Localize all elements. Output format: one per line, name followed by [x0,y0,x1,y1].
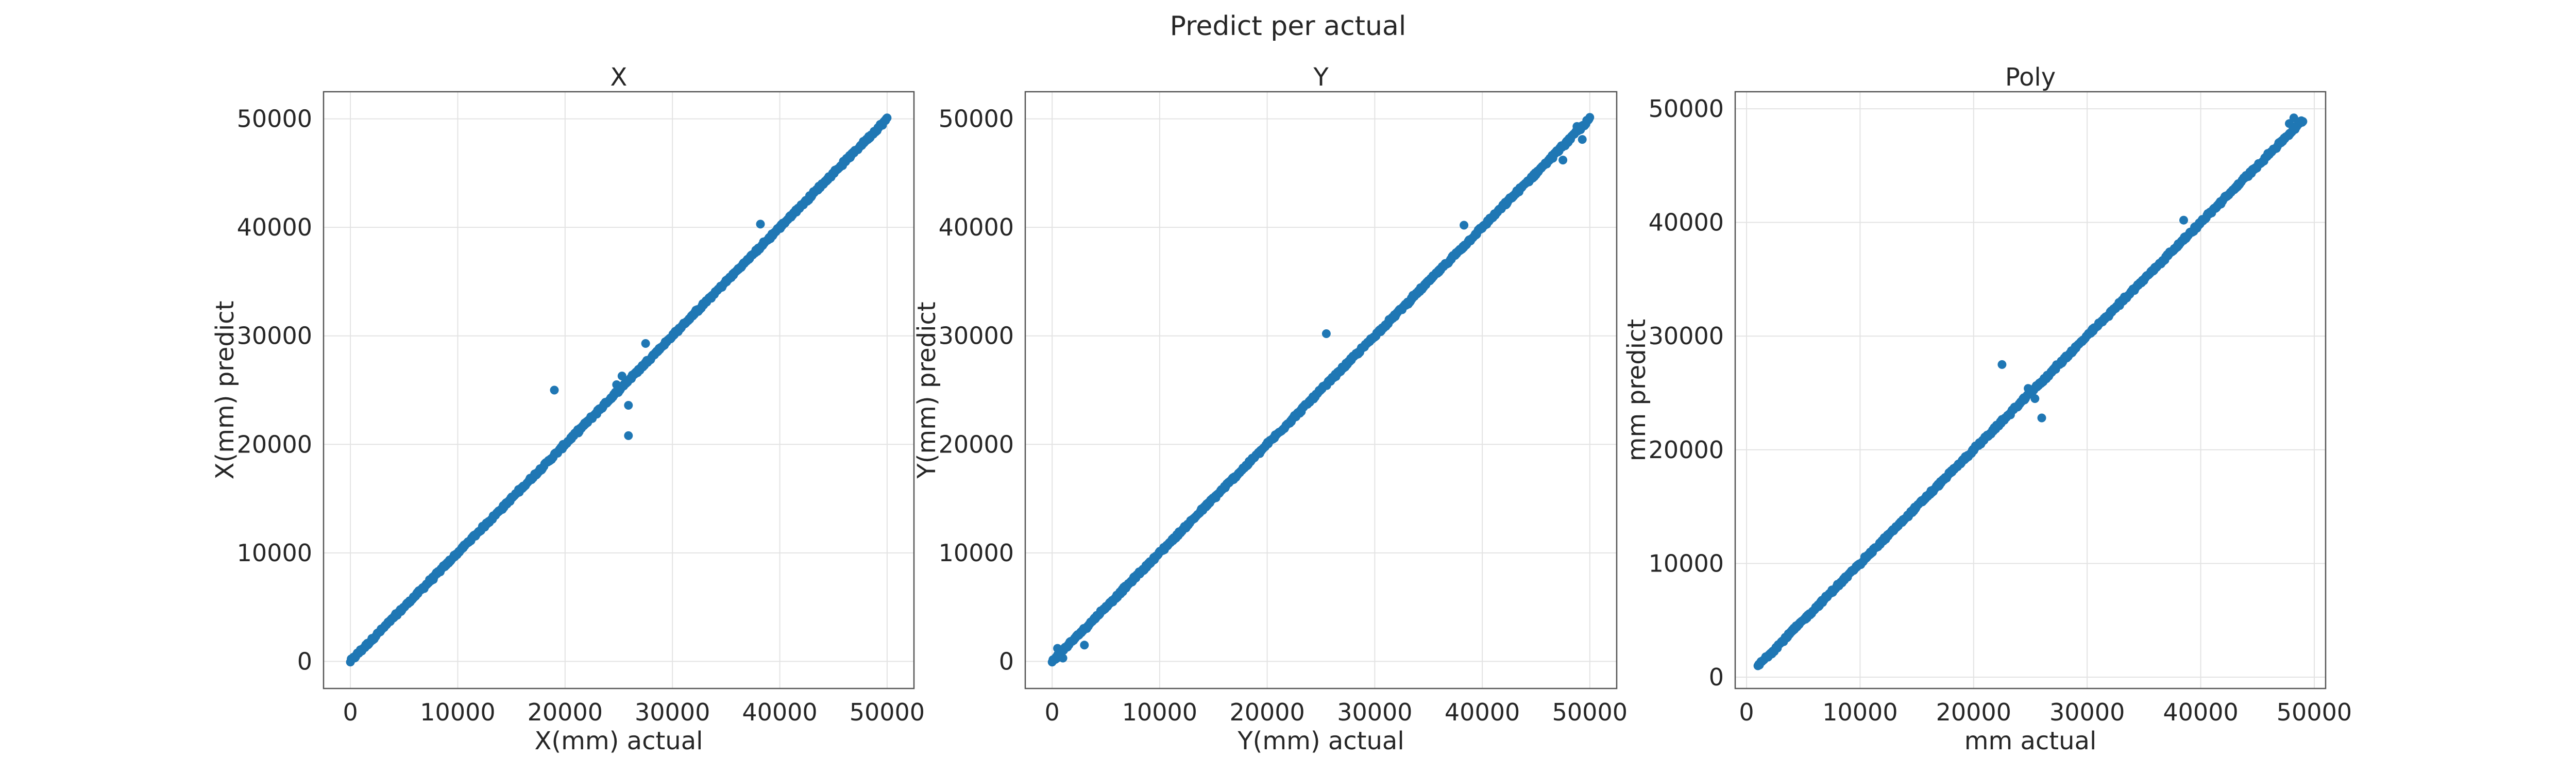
x-tick-label: 40000 [742,698,817,726]
outlier-point [1558,156,1568,165]
outlier-point [2030,394,2040,403]
panel-title: Y [1313,63,1329,92]
x-tick-label: 50000 [1552,698,1628,726]
y-tick-label: 30000 [237,322,312,350]
y-tick-label: 30000 [939,322,1014,350]
y-tick-label: 0 [297,647,312,675]
y-tick-label: 0 [1709,663,1724,691]
y-tick-label: 30000 [1649,322,1724,350]
x-axis-label: mm actual [1964,727,2097,755]
data-point [1585,113,1595,122]
panel-title: Poly [2005,63,2056,92]
figure-title: Predict per actual [1170,11,1406,42]
y-tick-label: 10000 [939,539,1014,567]
y-axis-label: Y(mm) predict [912,301,941,479]
y-tick-label: 40000 [237,213,312,241]
outlier-point [1321,329,1331,338]
x-tick-label: 10000 [1122,698,1197,726]
outlier-point [2024,384,2033,393]
points-poly [1753,113,2308,670]
axes-frame [1734,91,2327,690]
panel-x: 0 10000 20000 30000 40000 50000 0 10000 20000 300… [211,63,925,755]
y-tick-label: 20000 [1649,436,1724,464]
outlier-point [1578,135,1587,144]
y-tick-label: 0 [999,647,1014,675]
outlier-point [1997,360,2007,369]
outlier-point [1460,221,1469,230]
x-tick-label: 30000 [635,698,710,726]
axes-frame [323,91,915,690]
x-tick-label: 0 [1739,698,1754,726]
x-tick-label: 30000 [1337,698,1412,726]
panel-y: 0 10000 20000 30000 40000 50000 0 10000 20000 300… [912,63,1628,755]
outlier-point [550,385,559,395]
points-x [346,113,892,667]
y-tick-label: 40000 [1649,209,1724,237]
x-tick-label: 10000 [420,698,495,726]
y-tick-label: 20000 [939,430,1014,458]
x-tick-label: 20000 [1229,698,1304,726]
outlier-point [2179,215,2188,225]
outlier-point [624,401,633,410]
x-tick-label: 0 [1045,698,1060,726]
outlier-point [1080,641,1089,650]
data-point [2298,117,2308,126]
panel-title: X [611,63,628,92]
outlier-point [624,431,633,440]
outlier-point [1058,653,1067,663]
y-tick-label: 10000 [1649,549,1724,577]
y-tick-label: 40000 [939,213,1014,241]
outlier-point [756,220,765,229]
outlier-point [612,380,621,389]
x-tick-label: 40000 [2163,698,2238,726]
x-tick-label: 20000 [1936,698,2011,726]
x-tick-label: 30000 [2049,698,2125,726]
x-tick-label: 10000 [1822,698,1897,726]
outlier-point [1572,122,1582,131]
x-tick-label: 50000 [850,698,925,726]
x-tick-label: 0 [343,698,358,726]
y-tick-label: 50000 [939,105,1014,133]
outlier-point [1053,644,1062,653]
x-axis-label: Y(mm) actual [1237,727,1404,755]
outlier-point [641,339,650,348]
y-tick-label: 50000 [1649,95,1724,123]
x-tick-label: 20000 [528,698,603,726]
y-axis-label: mm predict [1622,319,1651,461]
x-tick-label: 40000 [1445,698,1520,726]
points-y [1047,113,1595,667]
y-axis-label: X(mm) predict [211,301,240,480]
y-tick-label: 50000 [237,105,312,133]
outlier-point [2037,413,2046,423]
y-tick-label: 10000 [237,539,312,567]
x-axis-label: X(mm) actual [535,727,703,755]
axes-frame [1024,91,1618,690]
data-point [883,113,892,123]
panel-poly: 0 10000 20000 30000 40000 50000 0 10000 20000 300… [1622,63,2352,755]
y-tick-label: 20000 [237,430,312,458]
outlier-point [617,372,626,381]
x-tick-label: 50000 [2277,698,2352,726]
outlier-point [2285,119,2294,128]
